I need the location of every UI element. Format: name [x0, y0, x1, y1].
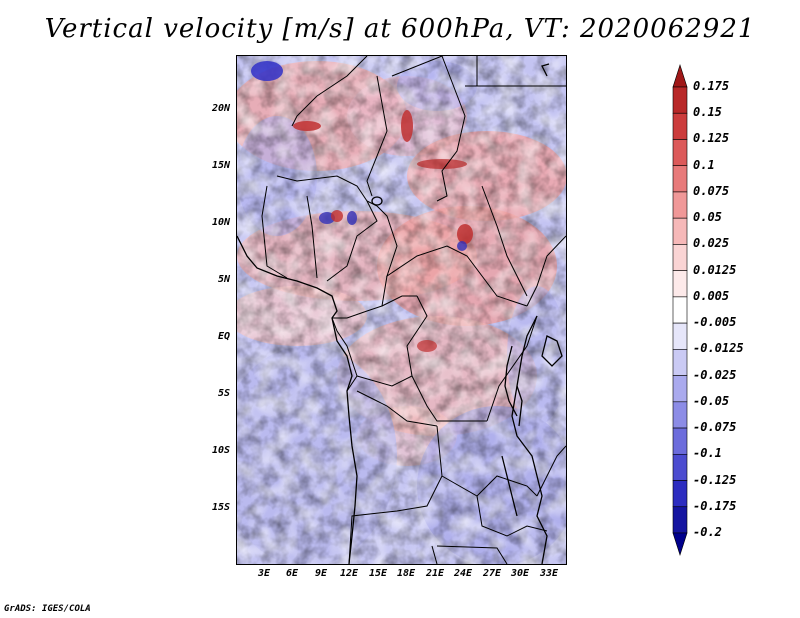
- colorbar-bin: [672, 217, 688, 245]
- lon-label: 21E: [425, 568, 445, 579]
- colorbar-bin: [672, 453, 688, 481]
- lon-label: 33E: [539, 568, 559, 579]
- colorbar-label: -0.025: [693, 367, 737, 382]
- country-borders: [261, 56, 566, 564]
- lon-label: 6E: [285, 568, 299, 579]
- colorbar-label: 0.15: [693, 105, 722, 120]
- colorbar-bin: [672, 270, 688, 298]
- lon-label: 3E: [257, 568, 271, 579]
- lon-label: 18E: [396, 568, 416, 579]
- credit-text: GrADS: IGES/COLA: [4, 604, 91, 614]
- colorbar-bin: [672, 322, 688, 350]
- colorbar-max-arrow: [672, 64, 688, 88]
- lon-label: 12E: [339, 568, 359, 579]
- intense-cells: [251, 61, 473, 352]
- colorbar-label: 0.1: [693, 157, 715, 172]
- lat-label: 10S: [211, 445, 230, 456]
- colorbar-bin: [672, 165, 688, 193]
- lon-label: 27E: [482, 568, 502, 579]
- colorbar: [672, 64, 688, 556]
- lon-label: 15E: [368, 568, 388, 579]
- lon-label: 24E: [453, 568, 473, 579]
- colorbar-label: -0.0125: [693, 341, 744, 356]
- colorbar-label: -0.05: [693, 393, 730, 408]
- lat-label: 5N: [217, 274, 230, 285]
- lat-label: 15S: [211, 502, 230, 513]
- colorbar-bin: [672, 112, 688, 140]
- colorbar-bin: [672, 480, 688, 508]
- lakes: [371, 196, 563, 517]
- velocity-field: [237, 56, 566, 564]
- colorbar-label: 0.005: [693, 288, 730, 303]
- colorbar-label: -0.175: [693, 498, 737, 513]
- lon-label: 9E: [314, 568, 328, 579]
- colorbar-bin: [672, 244, 688, 271]
- lon-label: 30E: [510, 568, 530, 579]
- coastlines: [237, 63, 550, 564]
- colorbar-label: 0.175: [693, 79, 730, 93]
- colorbar-bin: [672, 139, 688, 167]
- colorbar-label: 0.025: [693, 236, 730, 251]
- chart-title: Vertical velocity [m/s] at 600hPa, VT: 2…: [44, 14, 756, 44]
- colorbar-label: 0.075: [693, 183, 730, 198]
- map-panel: [236, 55, 567, 565]
- lat-label: 15N: [211, 160, 230, 171]
- lat-label: 10N: [211, 217, 230, 228]
- colorbar-bin: [672, 349, 688, 376]
- colorbar-label: 0.125: [693, 131, 730, 146]
- colorbar-label: 0.05: [693, 210, 722, 225]
- colorbar-label: -0.1: [693, 446, 722, 461]
- colorbar-label: -0.2: [693, 525, 722, 539]
- colorbar-bin: [672, 427, 688, 455]
- colorbar-label: -0.125: [693, 472, 737, 487]
- colorbar-bin: [672, 375, 688, 403]
- colorbar-bin: [672, 296, 688, 324]
- colorbar-bin: [672, 191, 688, 219]
- colorbar-min-arrow: [672, 532, 688, 556]
- colorbar-label: -0.075: [693, 420, 737, 435]
- colorbar-bin: [672, 401, 688, 429]
- colorbar-label: -0.005: [693, 315, 737, 330]
- lat-label: 20N: [211, 103, 230, 114]
- colorbar-bin: [672, 86, 688, 114]
- colorbar-bin: [672, 506, 688, 534]
- colorbar-label: 0.0125: [693, 262, 737, 277]
- lat-label: 5S: [217, 388, 230, 399]
- lat-label: EQ: [217, 331, 230, 342]
